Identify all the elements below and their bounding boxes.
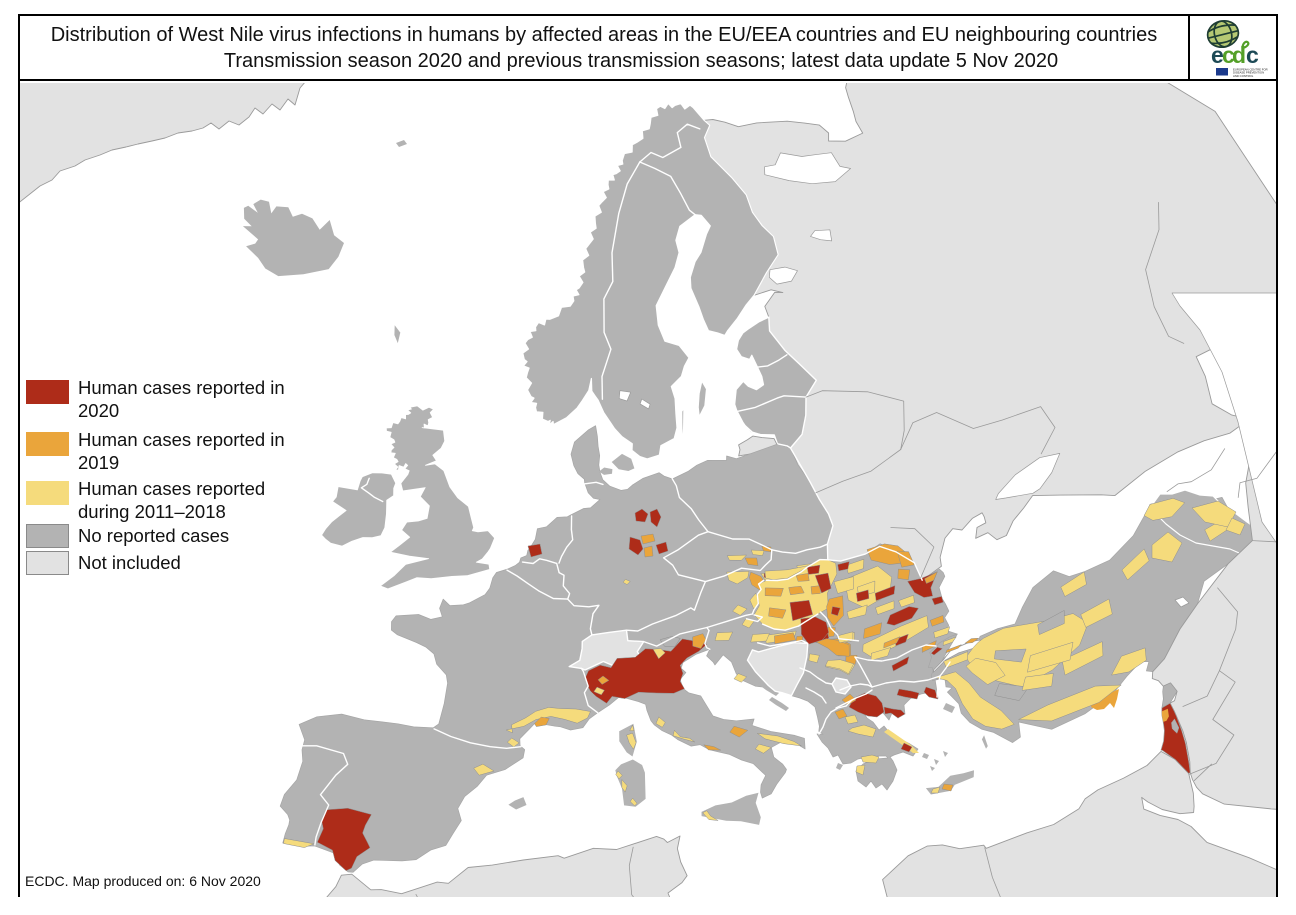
svg-text:DISEASE PREVENTION: DISEASE PREVENTION xyxy=(1233,71,1264,75)
svg-text:AND CONTROL: AND CONTROL xyxy=(1233,74,1254,78)
svg-text:EUROPEAN CENTRE FOR: EUROPEAN CENTRE FOR xyxy=(1233,68,1268,72)
svg-text:c: c xyxy=(1246,42,1259,68)
svg-text:e: e xyxy=(1211,42,1224,68)
svg-text:d: d xyxy=(1232,42,1246,68)
svg-text:c: c xyxy=(1222,42,1235,68)
